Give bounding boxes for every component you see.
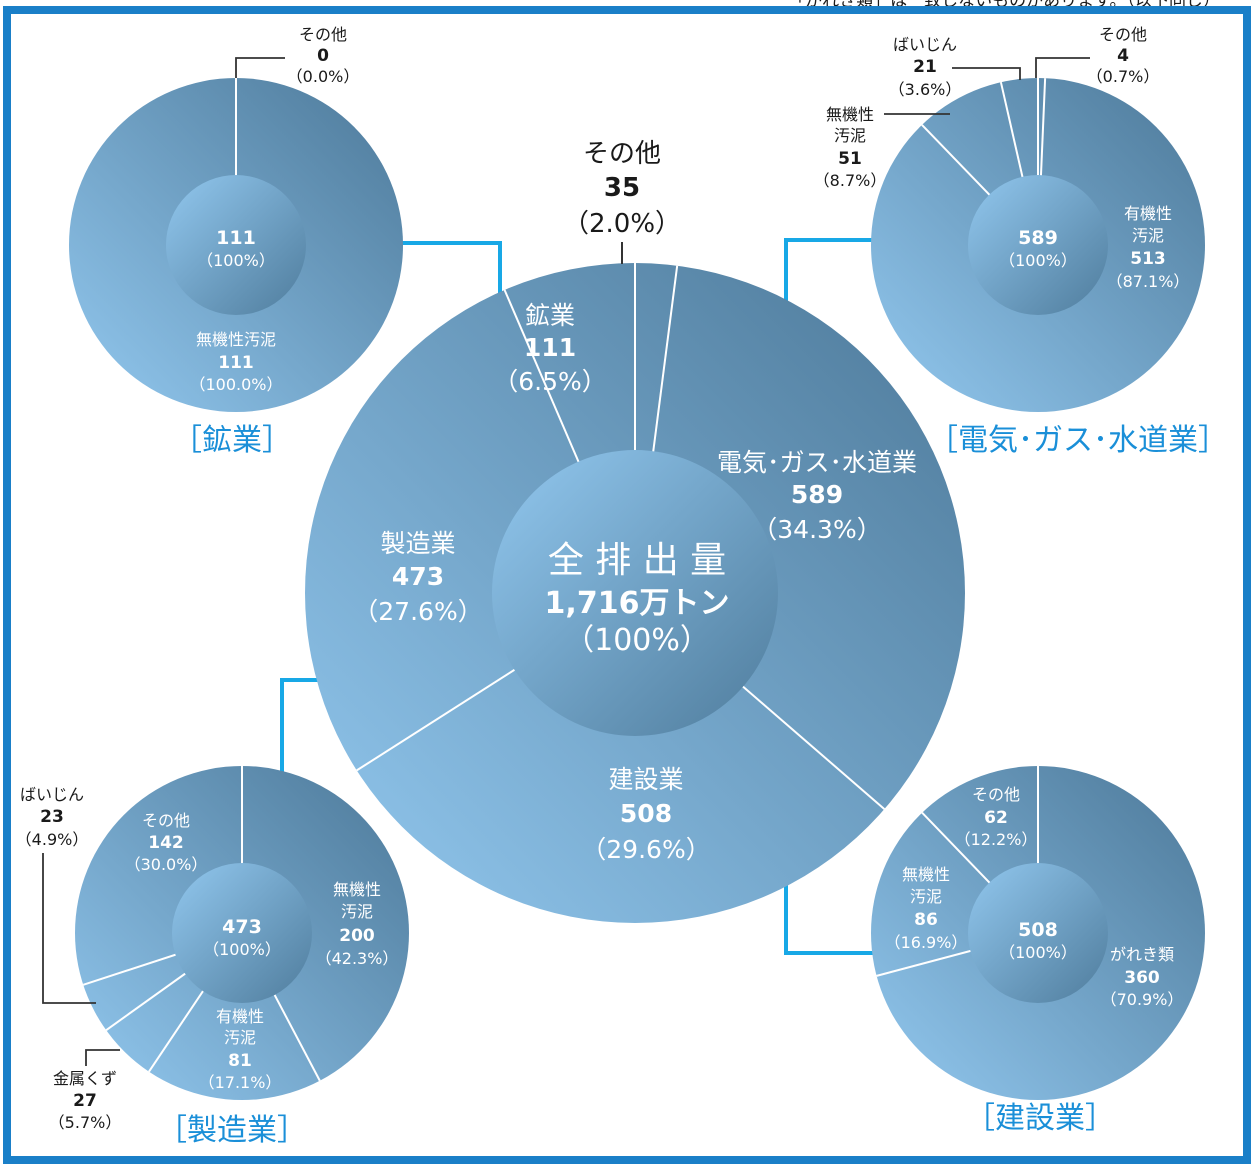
main-center-percent: （100%） bbox=[564, 623, 710, 658]
manufacturing-pie: 473 （100%） 無機性 汚泥 200 （42.3%） 有機性 汚泥 81 … bbox=[16, 766, 409, 1148]
mining-label-other-percent: （0.0%） bbox=[287, 67, 360, 86]
utilities-label-organic-percent: （87.1%） bbox=[1107, 272, 1190, 291]
manufacturing-label-metal-percent: （5.7%） bbox=[49, 1113, 122, 1132]
main-label-construction-value: 508 bbox=[620, 799, 672, 828]
utilities-label-inorganic-line2: 汚泥 bbox=[834, 126, 866, 145]
construction-pie-center-disc bbox=[968, 863, 1108, 1003]
main-label-other-name: その他 bbox=[583, 139, 661, 169]
mining-pie-title: ［鉱業］ bbox=[172, 423, 292, 458]
main-label-manufacturing-value: 473 bbox=[392, 562, 444, 591]
main-label-utilities-name: 電気･ガス･水道業 bbox=[717, 448, 917, 477]
figure-frame bbox=[3, 6, 1251, 1164]
manufacturing-label-dust-leader bbox=[42, 853, 96, 1004]
utilities-label-other-name: その他 bbox=[1099, 25, 1147, 44]
utilities-pie: 589 （100%） その他 4 （0.7%） ばいじん 21 （3.6%） 無… bbox=[814, 25, 1228, 458]
utilities-label-other-value: 4 bbox=[1117, 46, 1129, 66]
main-pie: 全 排 出 量 1,716万トン （100%） その他 35 （2.0%） 鉱業… bbox=[305, 139, 965, 923]
mining-label-inorganic-value: 111 bbox=[218, 353, 254, 373]
construction-label-inorganic-line1: 無機性 bbox=[902, 865, 950, 884]
construction-pie-title: ［建設業］ bbox=[965, 1101, 1115, 1136]
mining-pie-center-disc bbox=[166, 175, 306, 315]
utilities-pie-center-disc bbox=[968, 175, 1108, 315]
manufacturing-label-dust-value: 23 bbox=[40, 807, 64, 827]
main-label-other-value: 35 bbox=[604, 173, 640, 203]
main-pie-center-disc bbox=[492, 450, 778, 736]
manufacturing-label-inorganic-line2: 汚泥 bbox=[341, 902, 373, 921]
utilities-center-percent: （100%） bbox=[999, 251, 1077, 270]
manufacturing-label-organic-line1: 有機性 bbox=[216, 1007, 264, 1026]
mining-label-inorganic-percent: （100.0%） bbox=[189, 375, 282, 394]
manufacturing-label-inorganic-percent: （42.3%） bbox=[316, 949, 399, 968]
construction-center-value: 508 bbox=[1018, 919, 1058, 941]
manufacturing-label-other-value: 142 bbox=[148, 833, 184, 853]
mining-label-inorganic-name: 無機性汚泥 bbox=[196, 330, 276, 349]
manufacturing-label-dust-name: ばいじん bbox=[20, 785, 84, 804]
construction-label-inorganic-percent: （16.9%） bbox=[885, 933, 968, 952]
utilities-label-dust-leader bbox=[952, 67, 1021, 80]
utilities-label-other-percent: （0.7%） bbox=[1087, 67, 1160, 86]
manufacturing-pie-center-disc bbox=[172, 863, 312, 1003]
main-label-other-percent: （2.0%） bbox=[563, 209, 681, 239]
utilities-label-dust-value: 21 bbox=[913, 57, 937, 77]
manufacturing-label-inorganic-line1: 無機性 bbox=[333, 880, 381, 899]
manufacturing-pie-title: ［製造業］ bbox=[157, 1113, 307, 1148]
main-label-utilities-percent: （34.3%） bbox=[752, 515, 881, 544]
construction-label-rubble-percent: （70.9%） bbox=[1101, 990, 1184, 1009]
utilities-pie-title: ［電気･ガス･水道業］ bbox=[928, 423, 1228, 458]
utilities-center-value: 589 bbox=[1018, 227, 1058, 249]
main-center-total: 1,716万トン bbox=[545, 586, 730, 621]
main-label-manufacturing-name: 製造業 bbox=[380, 529, 455, 558]
utilities-label-organic-line1: 有機性 bbox=[1124, 204, 1172, 223]
construction-label-inorganic-line2: 汚泥 bbox=[910, 887, 942, 906]
construction-label-inorganic-value: 86 bbox=[914, 910, 938, 930]
construction-label-rubble-name: がれき類 bbox=[1110, 945, 1174, 964]
manufacturing-label-metal-leader bbox=[85, 1049, 120, 1066]
main-label-manufacturing-percent: （27.6%） bbox=[353, 597, 482, 626]
utilities-label-other-leader bbox=[1035, 57, 1090, 78]
mining-label-other-leader bbox=[235, 57, 285, 78]
utilities-label-organic-value: 513 bbox=[1130, 249, 1166, 269]
manufacturing-label-organic-percent: （17.1%） bbox=[199, 1073, 282, 1092]
mining-center-value: 111 bbox=[216, 227, 256, 249]
manufacturing-label-other-name: その他 bbox=[142, 811, 190, 830]
manufacturing-label-organic-value: 81 bbox=[228, 1051, 252, 1071]
utilities-label-organic-line2: 汚泥 bbox=[1132, 226, 1164, 245]
mining-pie: 111 （100%） その他 0 （0.0%） 無機性汚泥 111 （100.0… bbox=[69, 25, 403, 458]
utilities-label-dust-percent: （3.6%） bbox=[889, 80, 962, 99]
utilities-label-inorganic-percent: （8.7%） bbox=[814, 171, 887, 190]
construction-pie: 508 （100%） がれき類 360 （70.9%） 無機性 汚泥 86 （1… bbox=[871, 766, 1205, 1136]
manufacturing-label-metal-value: 27 bbox=[73, 1091, 97, 1111]
main-label-mining-value: 111 bbox=[524, 333, 576, 362]
main-label-mining-name: 鉱業 bbox=[525, 301, 575, 330]
construction-label-other-name: その他 bbox=[972, 785, 1020, 804]
utilities-label-inorganic-line1: 無機性 bbox=[826, 105, 874, 124]
utilities-label-dust-name: ばいじん bbox=[893, 35, 957, 54]
construction-label-other-percent: （12.2%） bbox=[955, 830, 1038, 849]
main-label-construction-name: 建設業 bbox=[608, 765, 683, 794]
construction-center-percent: （100%） bbox=[999, 943, 1077, 962]
mining-center-percent: （100%） bbox=[197, 251, 275, 270]
main-label-utilities-value: 589 bbox=[791, 480, 843, 509]
header-note: 「がれき類」は一致しないものがあります。（以下同じ） bbox=[788, 0, 1220, 11]
manufacturing-label-inorganic-value: 200 bbox=[339, 926, 375, 946]
manufacturing-label-organic-line2: 汚泥 bbox=[224, 1028, 256, 1047]
manufacturing-center-value: 473 bbox=[222, 916, 262, 938]
main-label-mining-percent: （6.5%） bbox=[493, 367, 607, 396]
manufacturing-label-metal-name: 金属くず bbox=[53, 1069, 117, 1088]
utilities-label-inorganic-value: 51 bbox=[838, 149, 862, 169]
mining-label-other-name: その他 bbox=[299, 25, 347, 44]
main-label-construction-percent: （29.6%） bbox=[581, 835, 710, 864]
mining-label-other-value: 0 bbox=[317, 46, 329, 66]
main-center-title: 全 排 出 量 bbox=[548, 540, 726, 581]
manufacturing-label-other-percent: （30.0%） bbox=[125, 855, 208, 874]
construction-label-other-value: 62 bbox=[984, 808, 1008, 828]
manufacturing-label-dust-percent: （4.9%） bbox=[16, 830, 89, 849]
construction-label-rubble-value: 360 bbox=[1124, 968, 1160, 988]
manufacturing-center-percent: （100%） bbox=[203, 940, 281, 959]
